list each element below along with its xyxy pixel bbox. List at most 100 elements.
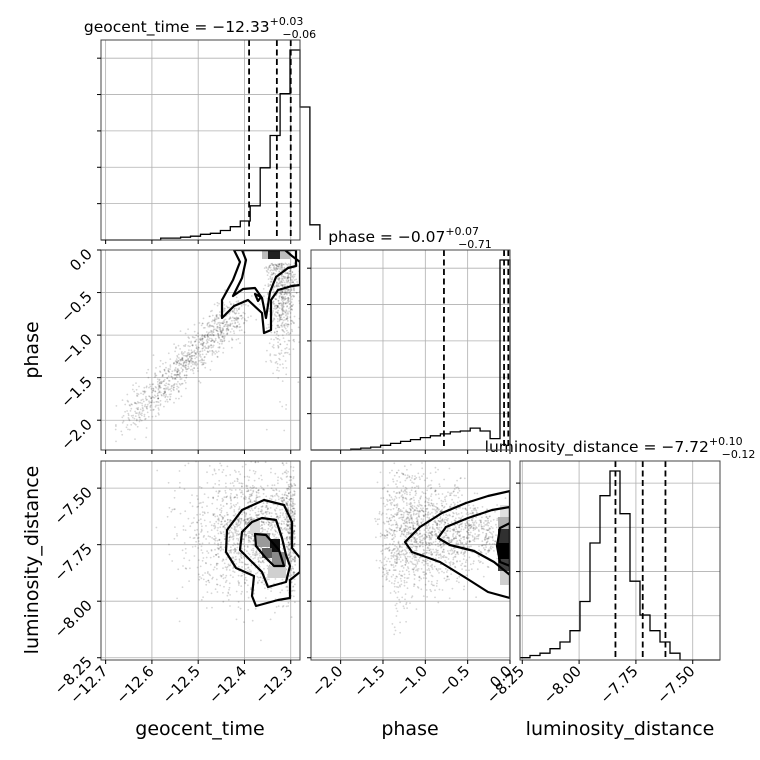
sample-point [193,323,196,326]
sample-point [150,388,153,390]
sample-point [290,497,292,500]
sample-point [430,551,433,554]
sample-point [222,567,224,570]
sample-point [292,321,295,324]
sample-point [425,573,428,575]
sample-point [193,354,196,357]
sample-point [430,538,433,541]
sample-point [446,536,449,539]
sample-point [467,536,470,539]
sample-point [280,527,283,530]
sample-point [254,470,257,473]
sample-point [285,502,288,505]
sample-point [287,263,290,265]
sample-point [188,353,191,356]
sample-point [278,326,281,329]
sample-point [395,561,398,564]
sample-point [184,381,187,384]
sample-point [280,274,283,277]
sample-point [292,476,295,478]
sample-point [392,566,395,568]
sample-point [290,485,292,487]
sample-point [403,489,406,492]
sample-point [269,277,272,280]
sample-point [294,557,297,559]
sample-point [221,471,224,474]
sample-point [226,328,228,330]
sample-point [459,539,462,542]
sample-point [261,561,264,563]
sample-point [190,360,193,362]
sample-point [291,507,294,510]
sample-point [163,392,166,395]
sample-point [425,552,428,554]
sample-point [426,477,428,480]
sample-point [446,576,449,578]
sample-point [275,530,277,532]
sample-point [223,525,226,528]
sample-point [206,550,209,553]
sample-point [420,518,423,520]
sample-point [282,310,285,312]
sample-point [281,405,284,408]
sample-point [421,462,423,464]
sample-point [414,574,416,576]
sample-point [253,543,256,546]
sample-point [206,338,209,340]
sample-point [408,476,411,479]
sample-point [238,470,240,473]
sample-point [185,567,188,570]
sample-point [210,346,213,349]
sample-point [231,322,234,325]
sample-point [235,503,238,506]
sample-point [218,326,221,329]
sample-point [417,587,420,589]
sample-point [277,306,279,309]
sample-point [195,356,198,359]
sample-point [451,498,453,501]
sample-point [248,493,251,496]
sample-point [158,379,161,382]
sample-point [281,472,284,475]
sample-point [469,563,472,566]
sample-point [245,490,248,493]
sample-point [254,552,256,555]
sample-point [425,542,427,545]
sample-point [286,504,288,506]
sample-point [419,556,422,558]
sample-point [219,543,222,546]
sample-point [292,494,295,496]
sample-point [263,295,265,298]
sample-point [284,297,287,300]
sample-point [228,551,231,554]
sample-point [291,497,293,500]
sample-point [490,548,492,550]
sample-point [226,556,229,559]
sample-point [246,570,249,572]
sample-point [264,511,267,514]
sample-point [275,307,278,309]
sample-point [278,313,281,316]
sample-point [406,559,409,562]
sample-point [273,535,276,538]
sample-point [238,482,241,484]
sample-point [404,521,407,524]
sample-point [174,377,177,380]
sample-point [275,270,278,272]
sample-point [220,329,222,332]
sample-point [290,281,293,284]
sample-point [437,509,439,511]
sample-point [477,535,480,538]
sample-point [282,313,285,315]
sample-point [213,538,216,541]
sample-point [168,553,171,556]
sample-point [269,284,272,287]
sample-point [288,529,291,531]
sample-point [489,546,492,549]
sample-point [484,524,487,526]
sample-point [218,311,221,313]
sample-point [275,265,278,267]
sample-point [414,563,417,566]
sample-point [285,503,288,506]
sample-point [235,326,238,329]
